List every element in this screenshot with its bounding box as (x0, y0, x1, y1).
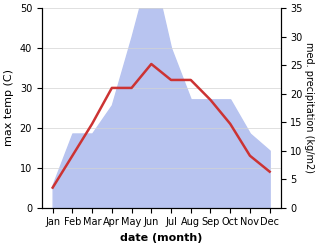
X-axis label: date (month): date (month) (120, 233, 202, 243)
Y-axis label: med. precipitation (kg/m2): med. precipitation (kg/m2) (304, 42, 314, 173)
Y-axis label: max temp (C): max temp (C) (4, 69, 14, 146)
